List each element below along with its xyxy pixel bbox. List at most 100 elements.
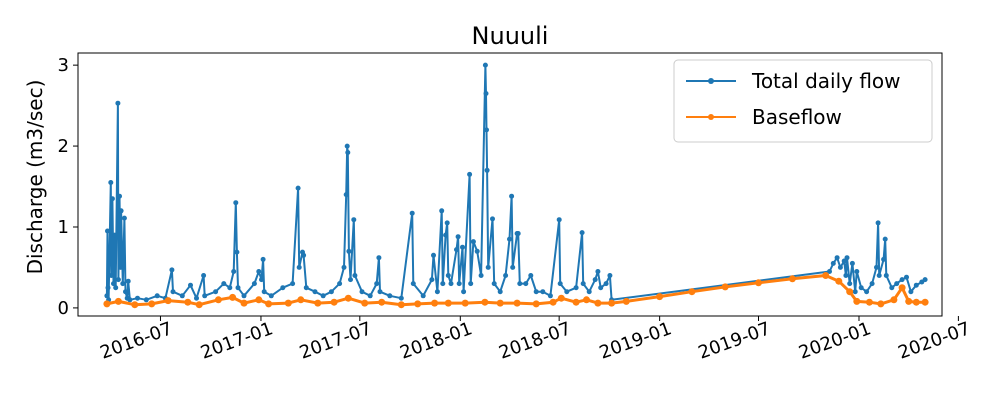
data-point-total-daily-flow (352, 273, 358, 278)
data-point-total-daily-flow (876, 273, 882, 278)
data-point-total-daily-flow (908, 289, 914, 295)
plot-frame (77, 52, 943, 317)
data-point-baseflow (414, 300, 422, 308)
data-point-total-daily-flow (268, 293, 274, 299)
data-point-total-daily-flow (251, 281, 257, 287)
data-point-total-daily-flow (328, 289, 334, 295)
data-point-total-daily-flow (470, 239, 476, 245)
chart-title: Nuuuli (472, 22, 549, 50)
data-point-baseflow (184, 298, 192, 306)
legend: Total daily flow Baseflow (673, 59, 933, 143)
data-point-total-daily-flow (108, 180, 114, 185)
data-point-total-daily-flow (598, 285, 604, 291)
data-point-total-daily-flow (301, 252, 307, 258)
data-point-baseflow (229, 293, 237, 301)
x-tick-label: 2020-07 (895, 318, 973, 363)
data-point-total-daily-flow (595, 269, 601, 274)
data-point-total-daily-flow (188, 282, 193, 288)
data-point-total-daily-flow (456, 281, 462, 287)
data-point-total-daily-flow (869, 281, 875, 287)
x-tick-label: 2018-07 (496, 318, 574, 363)
data-point-total-daily-flow (260, 256, 266, 262)
data-point-total-daily-flow (904, 274, 909, 280)
data-point-total-daily-flow (899, 277, 905, 283)
data-point-total-daily-flow (490, 216, 495, 222)
data-point-baseflow (921, 298, 929, 306)
data-point-total-daily-flow (111, 281, 116, 287)
data-point-total-daily-flow (227, 285, 233, 291)
data-point-total-daily-flow (889, 285, 895, 291)
data-point-baseflow (822, 272, 830, 279)
data-point-total-daily-flow (235, 285, 241, 291)
data-point-total-daily-flow (169, 267, 175, 273)
data-point-total-daily-flow (121, 215, 127, 221)
data-point-total-daily-flow (108, 273, 114, 278)
data-point-total-daily-flow (510, 264, 516, 270)
data-point-total-daily-flow (894, 281, 900, 287)
data-point-total-daily-flow (482, 62, 488, 68)
data-point-total-daily-flow (547, 293, 553, 299)
data-point-baseflow (557, 294, 565, 302)
data-point-total-daily-flow (231, 269, 237, 274)
data-point-total-daily-flow (143, 297, 149, 303)
data-point-total-daily-flow (507, 236, 512, 242)
plot-area (103, 62, 929, 309)
data-point-total-daily-flow (864, 289, 870, 295)
data-point-total-daily-flow (484, 127, 489, 133)
x-tick-label: 2017-01 (198, 318, 276, 363)
data-point-total-daily-flow (478, 273, 484, 278)
legend-marker-total-daily-flow (708, 78, 714, 84)
data-point-total-daily-flow (213, 289, 219, 295)
data-point-baseflow (344, 294, 352, 302)
data-point-total-daily-flow (429, 277, 435, 283)
data-point-total-daily-flow (348, 277, 353, 283)
data-point-total-daily-flow (112, 232, 118, 238)
data-point-total-daily-flow (837, 264, 843, 270)
data-point-baseflow (297, 296, 305, 304)
data-point-baseflow (865, 298, 873, 306)
data-point-total-daily-flow (120, 281, 126, 287)
data-point-total-daily-flow (104, 293, 110, 299)
data-point-baseflow (877, 300, 885, 308)
data-point-total-daily-flow (280, 285, 286, 291)
data-point-baseflow (608, 299, 616, 307)
data-point-total-daily-flow (118, 264, 124, 270)
data-point-total-daily-flow (312, 289, 318, 295)
data-point-total-daily-flow (123, 289, 128, 295)
data-point-total-daily-flow (261, 289, 267, 295)
data-point-total-daily-flow (105, 285, 111, 291)
data-point-baseflow (622, 297, 630, 305)
data-point-total-daily-flow (573, 285, 579, 291)
x-axis: 2016-07 2017-01 2017-07 2018-01 2018-07 2019-… (97, 316, 973, 364)
data-point-total-daily-flow (540, 289, 546, 295)
data-point-baseflow (656, 293, 664, 301)
data-point-total-daily-flow (854, 269, 860, 274)
data-point-total-daily-flow (460, 244, 465, 250)
data-point-total-daily-flow (202, 293, 208, 299)
data-point-baseflow (265, 300, 273, 308)
data-point-total-daily-flow (290, 281, 296, 287)
data-point-total-daily-flow (341, 264, 347, 270)
y-axis: 0 1 2 3 (58, 55, 78, 319)
data-point-total-daily-flow (256, 269, 262, 274)
data-point-total-daily-flow (154, 293, 160, 299)
data-point-total-daily-flow (509, 193, 515, 199)
data-point-baseflow (284, 299, 292, 307)
x-tick-label: 2019-07 (695, 318, 773, 363)
data-point-total-daily-flow (410, 281, 416, 287)
data-point-baseflow (532, 300, 540, 308)
data-point-total-daily-flow (483, 91, 489, 96)
data-point-total-daily-flow (113, 285, 119, 291)
data-point-baseflow (788, 275, 796, 283)
data-point-total-daily-flow (105, 228, 110, 234)
x-tick-label: 2020-01 (796, 318, 874, 363)
data-point-baseflow (131, 301, 139, 309)
data-point-total-daily-flow (127, 297, 133, 303)
data-point-baseflow (431, 299, 439, 307)
legend-marker-baseflow (708, 114, 714, 120)
legend-label-baseflow: Baseflow (752, 105, 842, 129)
data-point-total-daily-flow (849, 260, 855, 266)
data-point-baseflow (255, 296, 263, 304)
data-point-baseflow (905, 297, 913, 305)
data-point-baseflow (513, 299, 521, 307)
